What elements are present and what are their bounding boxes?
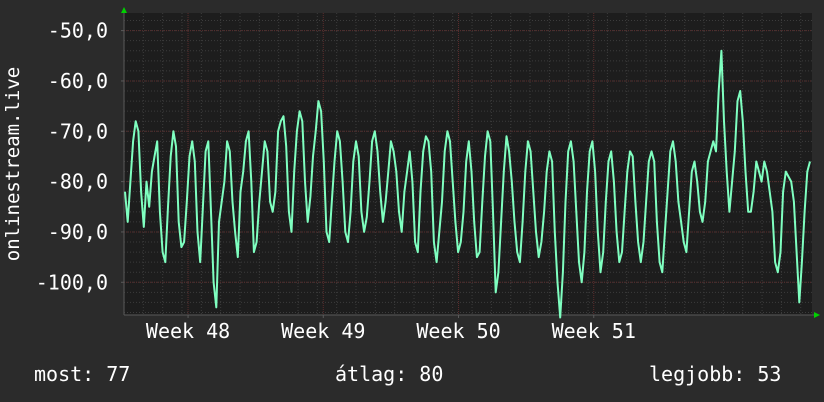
x-tick-label: Week 48 — [146, 319, 230, 343]
y-tick-label: -50,0 — [48, 19, 108, 43]
y-tick-label: -90,0 — [48, 220, 108, 244]
current-stat: most: 77 — [34, 362, 130, 386]
grid — [123, 13, 812, 315]
y-axis-ticks: -50,0 -60,0 -70,0 -80,0 -90,0 -100,0 — [36, 19, 124, 294]
x-tick-label: Week 50 — [416, 319, 500, 343]
y-axis-label: onlinestream.live — [2, 67, 24, 261]
x-axis-arrow — [814, 312, 820, 318]
axes — [121, 7, 820, 318]
best-stat: legjobb: 53 — [649, 362, 781, 386]
y-tick-label: -80,0 — [48, 170, 108, 194]
y-tick-label: -70,0 — [48, 119, 108, 143]
best-value: 53 — [757, 362, 782, 386]
series-line — [124, 49, 811, 319]
current-value: 77 — [106, 362, 131, 386]
y-tick-label: -100,0 — [36, 270, 108, 294]
average-label: átlag: — [335, 362, 408, 386]
y-tick-label: -60,0 — [48, 69, 108, 93]
average-stat: átlag: 80 — [335, 362, 443, 386]
best-label: legjobb: — [649, 362, 746, 386]
plot-area — [124, 13, 812, 315]
x-tick-label: Week 49 — [281, 319, 365, 343]
y-axis-arrow — [121, 7, 127, 13]
x-tick-label: Week 51 — [552, 319, 636, 343]
average-value: 80 — [419, 362, 444, 386]
x-axis-ticks: Week 48 Week 49 Week 50 Week 51 — [146, 315, 636, 343]
current-label: most: — [34, 362, 95, 386]
